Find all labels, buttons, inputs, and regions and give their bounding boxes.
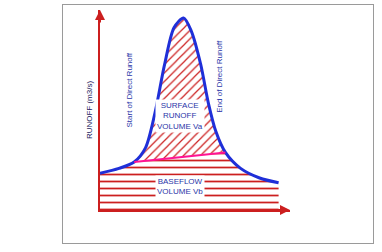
svg-text:RUNOFF (m3/s): RUNOFF (m3/s) [85,81,94,140]
svg-text:Start of Direct Runoff: Start of Direct Runoff [125,52,134,127]
svg-text:BASEFLOWVOLUME Vb: BASEFLOWVOLUME Vb [157,177,203,196]
svg-text:SURFACERUNOFFVOLUME Va: SURFACERUNOFFVOLUME Va [157,101,203,131]
svg-text:End of Direct Runoff: End of Direct Runoff [215,40,224,113]
